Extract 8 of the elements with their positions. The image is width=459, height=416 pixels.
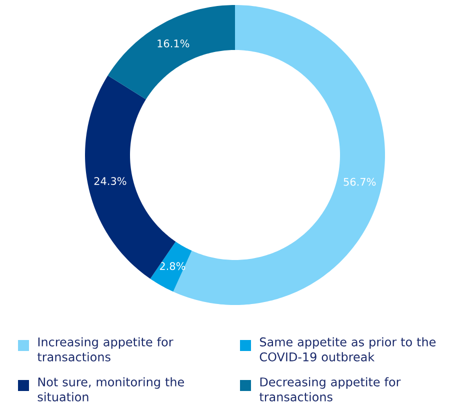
legend-label: Not sure, monitoring the situation <box>38 377 184 402</box>
data-label: 56.7% <box>344 178 376 186</box>
data-label: 16.1% <box>158 40 190 48</box>
legend-label: Increasing appetite for transactions <box>38 337 174 362</box>
data-label: 2.8% <box>160 262 186 270</box>
data-label: 24.3% <box>94 177 126 186</box>
legend-label: Same appetite as prior to the COVID-19 outbreak <box>260 337 436 362</box>
legend-label: Decreasing appetite for transactions <box>260 377 401 402</box>
